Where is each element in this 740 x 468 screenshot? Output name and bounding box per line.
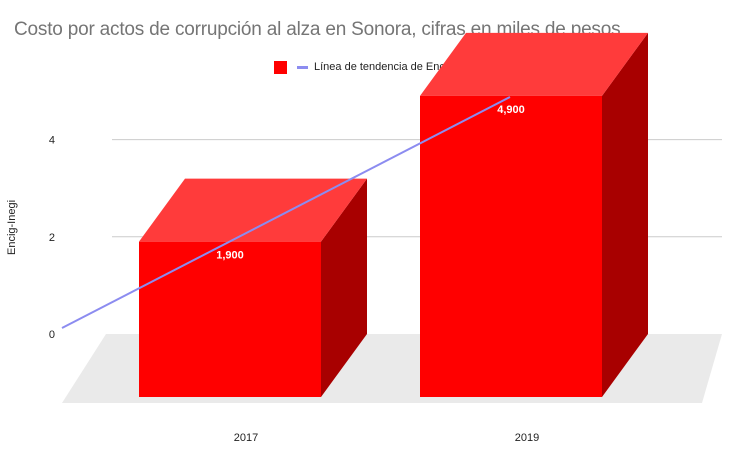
data-label: 1,900	[216, 250, 244, 262]
x-tick-label: 2019	[515, 432, 539, 444]
bar-side	[602, 32, 648, 398]
bar-side	[321, 178, 367, 397]
bar	[139, 241, 321, 397]
y-tick-label: 4	[49, 135, 55, 147]
y-tick-label: 0	[49, 329, 55, 341]
x-tick-label: 2017	[234, 432, 258, 444]
bar	[420, 95, 602, 398]
trendline	[61, 96, 511, 329]
bar-top	[139, 178, 367, 242]
y-tick-label: 2	[49, 232, 55, 244]
legend-swatch-trendline	[297, 65, 308, 69]
data-label: 4,900	[497, 104, 525, 116]
legend-swatch-bars	[274, 60, 287, 74]
bar-top	[420, 32, 648, 96]
